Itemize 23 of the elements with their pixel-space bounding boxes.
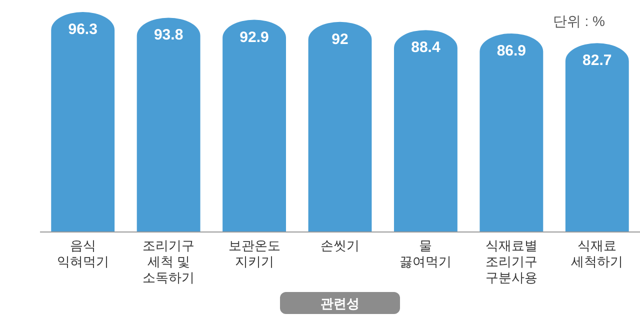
- bar: [565, 43, 629, 232]
- x-tick-label: 식재료 세척하기: [571, 238, 624, 269]
- bar: [51, 12, 115, 232]
- x-tick-label: 조리기구 세척 및 소독하기: [142, 238, 195, 285]
- data-label: 86.9: [496, 42, 526, 60]
- data-label: 92.9: [240, 28, 269, 46]
- annotation: 단위 : %: [552, 13, 605, 29]
- data-label: 88.4: [411, 39, 441, 56]
- x-tick-label: 식재료별 조리기구 구분사용: [485, 238, 538, 285]
- data-label: 82.7: [582, 52, 612, 70]
- x-tick-label: 손씻기: [320, 238, 360, 253]
- data-label: 96.3: [68, 21, 98, 38]
- data-label: 93.8: [154, 26, 184, 44]
- x-axis-title: 관련성: [320, 296, 360, 311]
- bar: [394, 30, 458, 232]
- data-label: 92: [332, 30, 348, 48]
- bar: [222, 20, 286, 232]
- bar: [308, 22, 372, 232]
- x-tick-label: 물 끓여먹기: [400, 238, 452, 269]
- x-tick-label: 음식 익혀먹기: [56, 238, 109, 269]
- x-tick-label: 보관온도 지키기: [228, 238, 280, 269]
- bar: [480, 34, 544, 232]
- bar: [136, 18, 200, 232]
